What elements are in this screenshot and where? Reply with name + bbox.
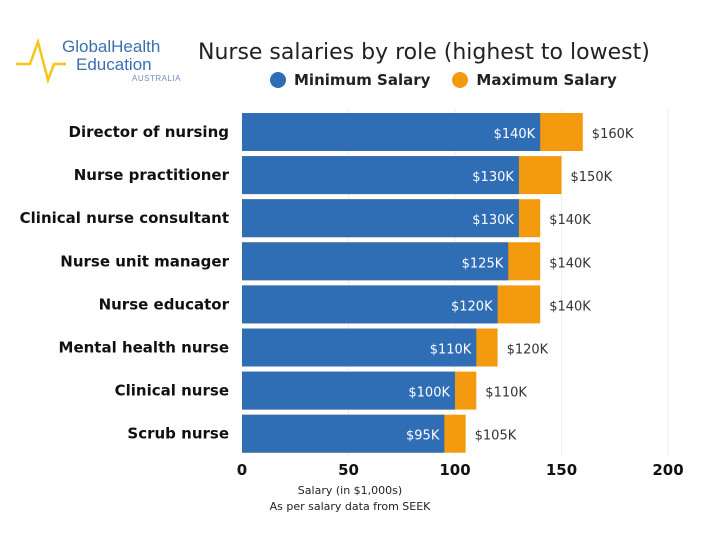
heartbeat-logo-icon — [16, 37, 66, 85]
category-label: Scrub nurse — [127, 425, 229, 443]
data-label-min: $110K — [430, 343, 472, 358]
chart-title: Nurse salaries by role (highest to lowes… — [198, 40, 650, 65]
data-label-min: $130K — [472, 170, 514, 185]
data-label-min: $100K — [408, 386, 450, 401]
data-label-min: $140K — [494, 127, 536, 142]
data-label-max: $150K — [571, 170, 613, 185]
x-tick-label: 200 — [652, 461, 683, 479]
x-tick-label: 150 — [546, 461, 577, 479]
category-label: Nurse practitioner — [74, 166, 230, 184]
category-label: Director of nursing — [69, 123, 229, 141]
legend-item-max: Maximum Salary — [452, 71, 617, 89]
legend-label-max: Maximum Salary — [476, 71, 617, 89]
data-label-max: $140K — [549, 299, 591, 314]
bar-min — [242, 328, 477, 367]
data-label-min: $120K — [451, 299, 493, 314]
logo: GlobalHealth Education AUSTRALIA — [14, 36, 184, 86]
x-axis-label: Salary (in $1,000s) — [297, 484, 403, 497]
category-label: Clinical nurse — [115, 382, 229, 400]
category-label: Mental health nurse — [59, 339, 229, 357]
bar-min — [242, 113, 541, 151]
source-note: As per salary data from SEEK — [269, 500, 431, 513]
legend-swatch-max — [452, 72, 469, 88]
bar-min — [242, 414, 445, 453]
data-label-max: $120K — [507, 343, 549, 358]
data-label-min: $130K — [472, 213, 514, 228]
logo-line1: GlobalHealth — [62, 37, 161, 56]
data-label-max: $105K — [475, 429, 517, 444]
x-tick-label: 0 — [237, 461, 247, 479]
category-label: Nurse unit manager — [60, 252, 229, 270]
data-label-max: $140K — [549, 213, 591, 228]
bar-min — [242, 371, 455, 410]
legend-swatch-min — [270, 72, 286, 88]
data-label-min: $95K — [406, 429, 440, 444]
bar-min — [242, 199, 519, 238]
logo-line3: AUSTRALIA — [132, 74, 181, 83]
x-tick-label: 100 — [439, 461, 470, 479]
data-label-min: $125K — [462, 256, 504, 271]
bar-min — [242, 285, 498, 324]
legend-label-min: Minimum Salary — [294, 71, 431, 89]
data-label-max: $110K — [485, 386, 527, 401]
legend: Minimum Salary Maximum Salary — [270, 71, 617, 89]
x-tick-label: 50 — [338, 461, 359, 479]
bar-min — [242, 156, 519, 195]
data-label-max: $140K — [549, 256, 591, 271]
logo-line2: Education — [76, 55, 152, 74]
category-label: Nurse educator — [99, 295, 230, 313]
category-label: Clinical nurse consultant — [20, 209, 229, 227]
legend-item-min: Minimum Salary — [270, 71, 430, 89]
bar-min — [242, 242, 509, 281]
data-label-max: $160K — [592, 127, 634, 142]
